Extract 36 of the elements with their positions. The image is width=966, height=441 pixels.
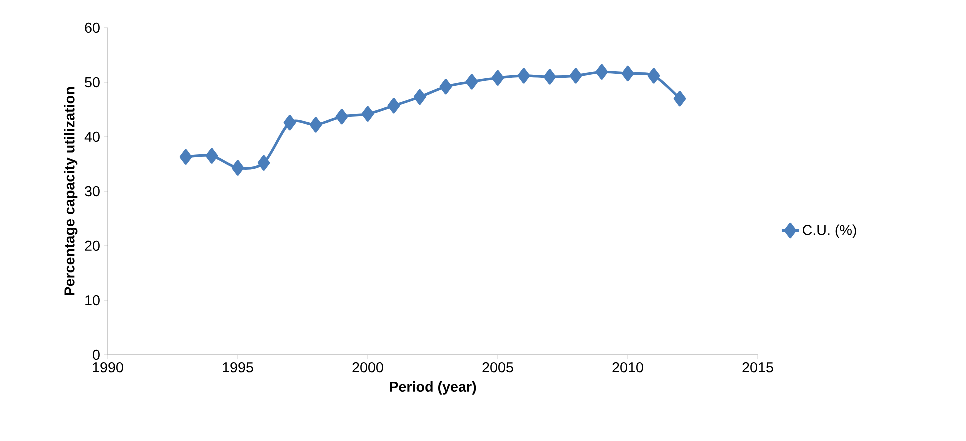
point: [414, 89, 426, 105]
y-tick-label: 40: [84, 132, 100, 142]
point: [570, 68, 582, 84]
point: [362, 106, 374, 122]
point: [388, 98, 400, 114]
y-tick-label: 20: [85, 240, 100, 252]
point: [336, 109, 348, 125]
point: [492, 70, 504, 86]
x-axis-title: Period (year): [390, 382, 476, 395]
legend-label: C.U. (%): [803, 224, 856, 238]
point: [440, 79, 452, 95]
point: [310, 117, 322, 133]
point: [544, 69, 556, 85]
y-tick-label: 30: [85, 186, 100, 197]
point: [206, 148, 218, 164]
point: [596, 64, 608, 80]
x-tick-label: 1995: [223, 362, 254, 373]
point: [466, 74, 478, 90]
x-tick-label: 2005: [482, 362, 514, 373]
x-tick-label: 2000: [352, 362, 384, 373]
x-tick-label: 2010: [612, 362, 644, 373]
point: [180, 149, 192, 165]
y-tick-label: 10: [86, 295, 100, 306]
y-tick-label: 50: [85, 77, 100, 88]
point: [232, 160, 244, 176]
point: [648, 68, 660, 84]
x-tick-label: 2015: [742, 362, 774, 373]
y-tick-label: 0: [93, 350, 100, 360]
y-tick-label: 60: [85, 22, 100, 34]
point: [284, 115, 296, 131]
y-axis-title: Percentage capacity utilization: [64, 88, 78, 296]
point: [258, 155, 270, 171]
point: [622, 66, 634, 82]
x-tick-label: 1990: [93, 362, 124, 373]
point: [674, 91, 686, 107]
point: [518, 68, 530, 84]
